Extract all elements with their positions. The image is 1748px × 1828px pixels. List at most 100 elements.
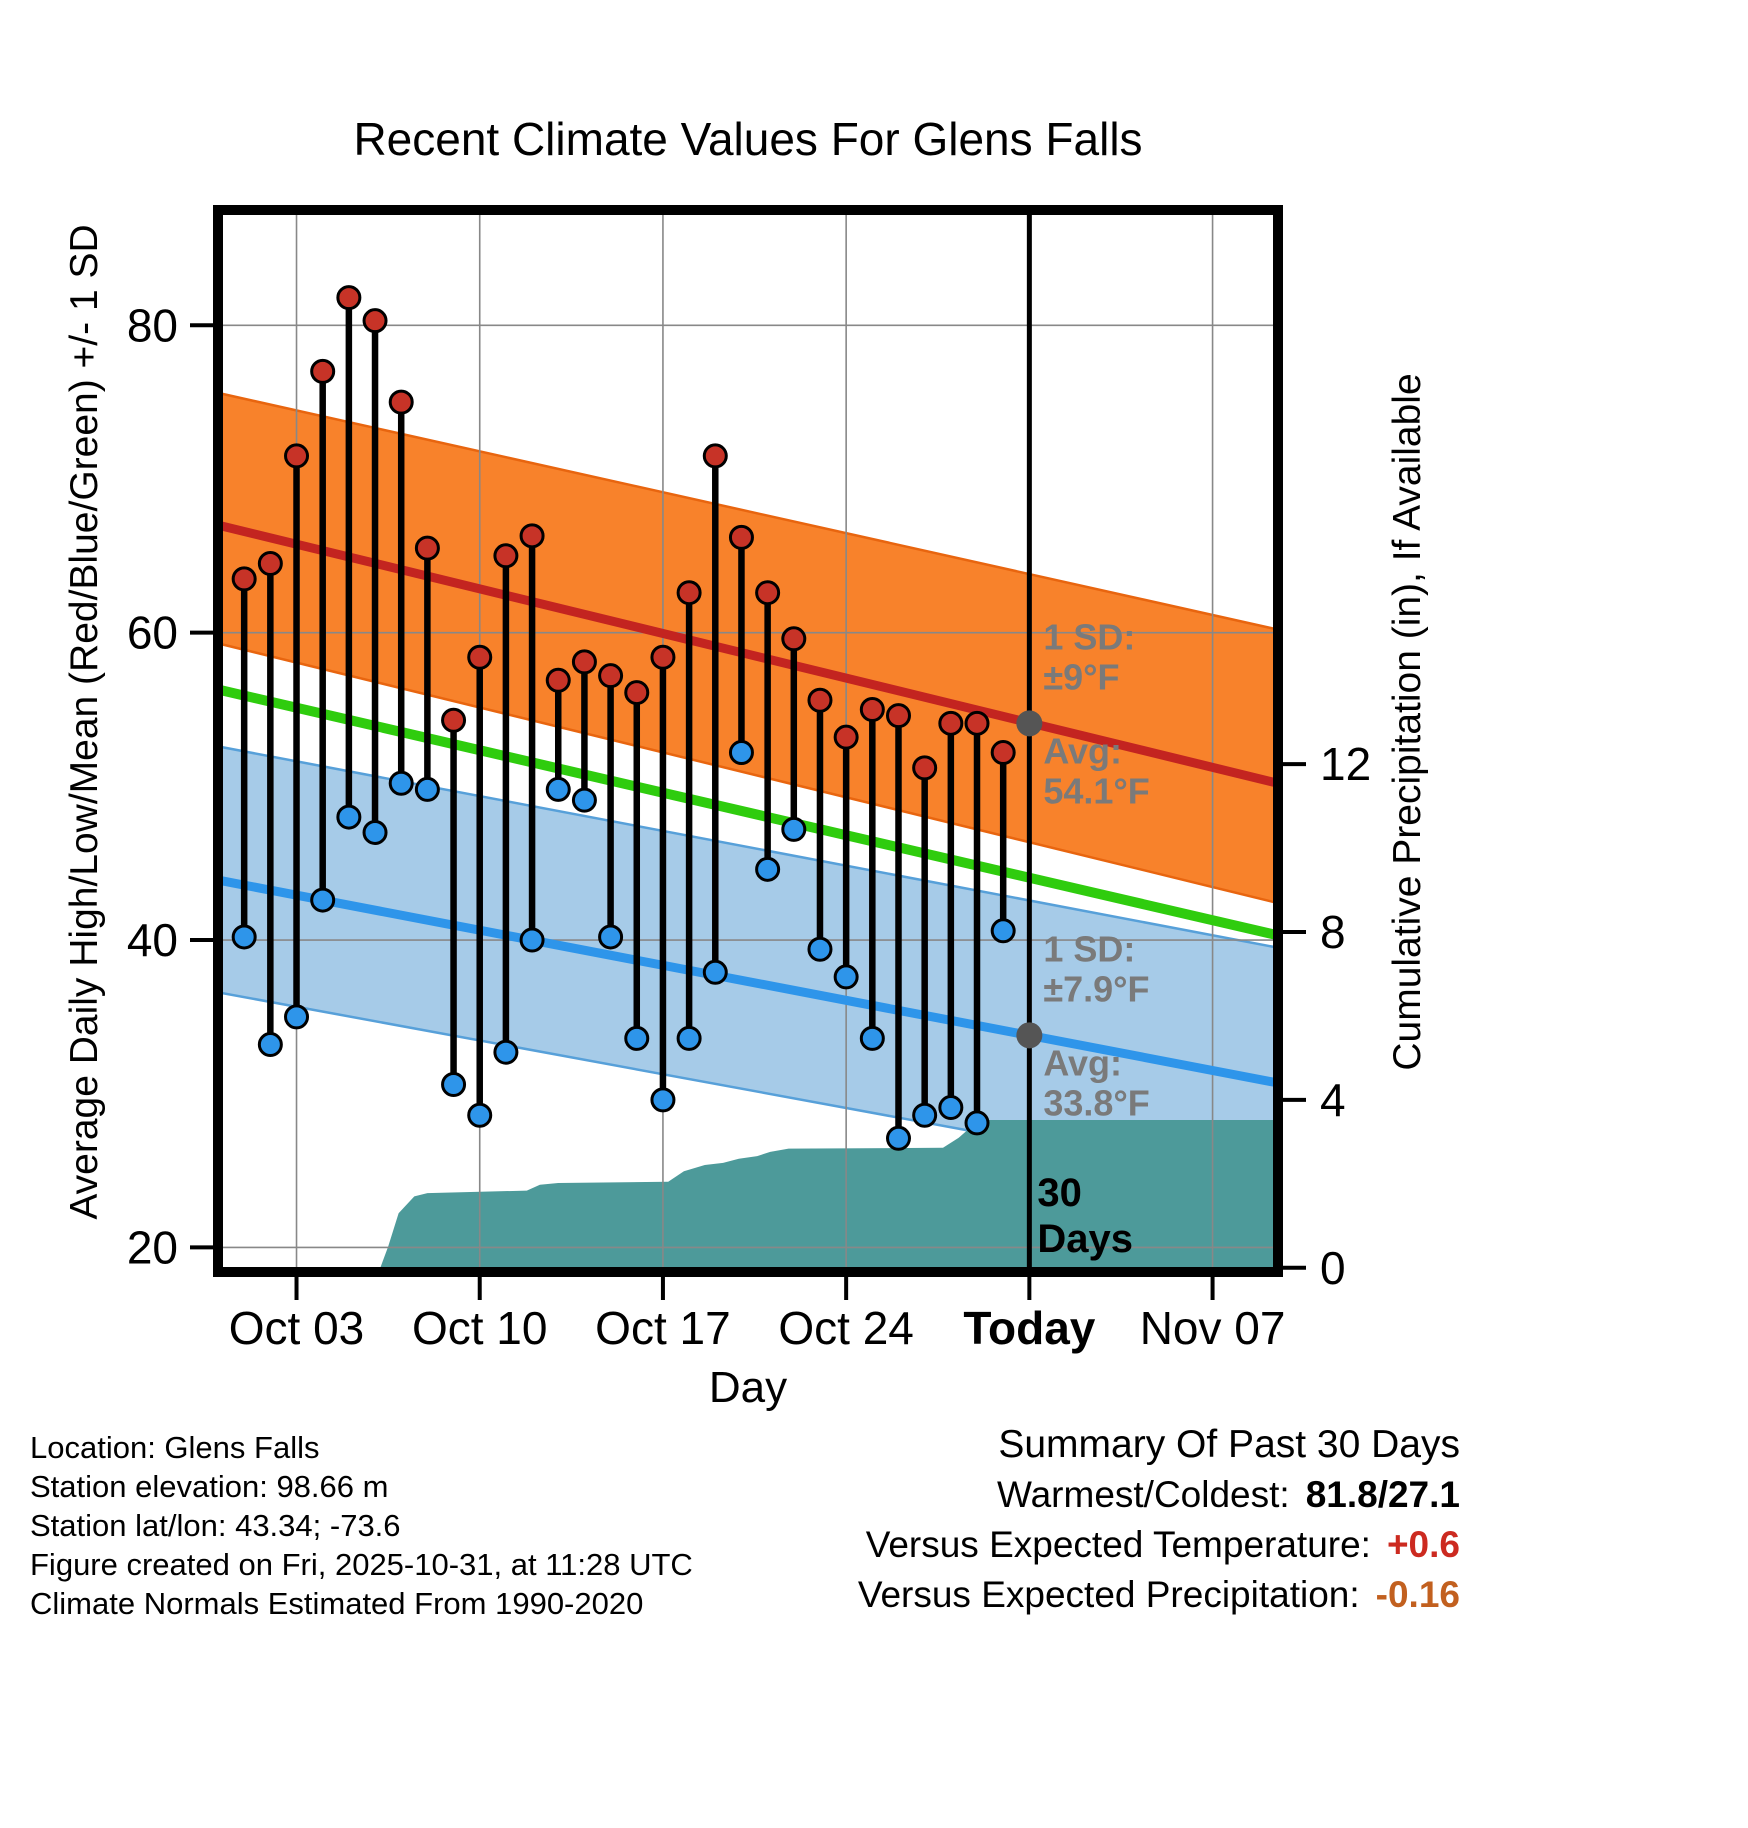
y-left-tick-label: 80 — [127, 299, 178, 351]
daily-high-dot — [624, 680, 650, 706]
summary-row-warmest-coldest: Warmest/Coldest: 81.8/27.1 — [858, 1470, 1460, 1520]
low-normal-line — [217, 875, 1279, 1088]
daily-low-dot — [493, 1039, 519, 1065]
y-right-tick-label: 0 — [1320, 1242, 1346, 1294]
daily-high-dot — [362, 308, 388, 334]
daily-high-dot — [519, 523, 545, 549]
station-elevation: Station elevation: 98.66 m — [30, 1469, 389, 1504]
plot-border — [213, 205, 1283, 1277]
daily-high-dot — [807, 687, 833, 713]
daily-high-dot — [310, 358, 336, 384]
summary-panel: Summary Of Past 30 Days Warmest/Coldest:… — [858, 1420, 1460, 1620]
daily-low-dot — [702, 959, 728, 985]
daily-high-dot — [467, 644, 493, 670]
station-location: Location: Glens Falls — [30, 1430, 320, 1465]
y-left-tick-label: 40 — [127, 914, 178, 966]
low-avg-label: Avg: — [1043, 1042, 1122, 1083]
warmest-coldest-label: Warmest/Coldest: — [997, 1474, 1290, 1515]
daily-low-dot — [467, 1102, 493, 1128]
daily-high-dot — [231, 566, 257, 592]
high-sd-label: 1 SD: — [1043, 616, 1135, 657]
vs-temperature-value: +0.6 — [1386, 1524, 1460, 1565]
daily-low-dot — [284, 1004, 310, 1030]
climate-normals-note: Climate Normals Estimated From 1990-2020 — [30, 1586, 644, 1621]
daily-high-dot — [728, 524, 754, 550]
x-tick-label: Oct 17 — [595, 1302, 731, 1354]
y-left-tick-label: 60 — [127, 607, 178, 659]
x-axis-label: Day — [708, 1363, 788, 1412]
daily-high-dot — [755, 580, 781, 606]
daily-low-dot — [728, 740, 754, 766]
y-right-tick-label: 12 — [1320, 738, 1371, 790]
daily-high-dot — [938, 710, 964, 736]
daily-low-dot — [571, 787, 597, 813]
x-tick-label: Oct 24 — [778, 1302, 914, 1354]
x-tick-label: Oct 03 — [229, 1302, 365, 1354]
daily-high-dot — [990, 740, 1016, 766]
daily-high-dot — [859, 696, 885, 722]
daily-low-dot — [938, 1095, 964, 1121]
daily-low-dot — [257, 1032, 283, 1058]
figure-created-note: Figure created on Fri, 2025-10-31, at 11… — [30, 1547, 693, 1582]
daily-low-dot — [441, 1071, 467, 1097]
daily-high-dot — [414, 535, 440, 561]
daily-low-dot — [545, 776, 571, 802]
daily-high-dot — [545, 667, 571, 693]
daily-low-dot — [624, 1025, 650, 1051]
daily-low-dot — [859, 1025, 885, 1051]
daily-low-dot — [676, 1025, 702, 1051]
daily-high-dot — [833, 724, 859, 750]
vs-precipitation-label: Versus Expected Precipitation: — [857, 1574, 1360, 1615]
daily-low-dot — [310, 887, 336, 913]
daily-high-dot — [598, 663, 624, 689]
daily-high-dot — [702, 443, 728, 469]
daily-low-dot — [650, 1087, 676, 1113]
high-avg-value: 54.1°F — [1043, 770, 1149, 811]
low-sd-label: 1 SD: — [1043, 928, 1135, 969]
daily-low-dot — [755, 856, 781, 882]
station-latlon: Station lat/lon: 43.34; -73.6 — [30, 1508, 401, 1543]
cumulative-precip-area — [218, 1120, 1278, 1268]
daily-low-dot — [388, 770, 414, 796]
low-avg-value: 33.8°F — [1043, 1082, 1149, 1123]
window-days-line1: 30 — [1037, 1171, 1082, 1215]
y-right-tick-label: 4 — [1320, 1074, 1346, 1126]
summary-row-vs-precipitation: Versus Expected Precipitation: -0.16 — [858, 1570, 1460, 1620]
high-avg-label: Avg: — [1043, 730, 1122, 771]
daily-high-dot — [676, 580, 702, 606]
daily-high-dot — [441, 707, 467, 733]
summary-row-vs-temperature: Versus Expected Temperature: +0.6 — [858, 1520, 1460, 1570]
today-low-avg-marker — [1016, 1022, 1043, 1049]
low-sd-value: ±7.9°F — [1043, 968, 1149, 1009]
daily-high-dot — [912, 755, 938, 781]
high-normal-line — [216, 520, 1280, 788]
daily-high-dot — [336, 285, 362, 311]
daily-low-dot — [781, 816, 807, 842]
y-right-tick-label: 8 — [1320, 906, 1346, 958]
daily-low-dot — [990, 918, 1016, 944]
daily-low-dot — [807, 936, 833, 962]
x-tick-label: Nov 07 — [1140, 1302, 1286, 1354]
vs-precipitation-value: -0.16 — [1375, 1574, 1460, 1615]
daily-high-dot — [493, 543, 519, 569]
window-days-line2: Days — [1037, 1217, 1133, 1261]
daily-high-dot — [571, 649, 597, 675]
daily-low-dot — [362, 819, 388, 845]
daily-high-dot — [650, 644, 676, 670]
daily-low-dot — [964, 1110, 990, 1136]
daily-low-dot — [336, 804, 362, 830]
daily-low-dot — [833, 964, 859, 990]
station-info: Location: Glens Falls Station elevation:… — [30, 1428, 693, 1623]
warmest-coldest-value: 81.8/27.1 — [1305, 1474, 1460, 1515]
daily-high-dot — [284, 443, 310, 469]
x-tick-label: Today — [963, 1302, 1095, 1354]
daily-low-dot — [414, 776, 440, 802]
daily-low-dot — [598, 924, 624, 950]
daily-high-dot — [964, 710, 990, 736]
daily-low-dot — [885, 1125, 911, 1151]
mean-normal-line — [216, 684, 1280, 941]
daily-low-dot — [519, 927, 545, 953]
vs-temperature-label: Versus Expected Temperature: — [865, 1524, 1371, 1565]
